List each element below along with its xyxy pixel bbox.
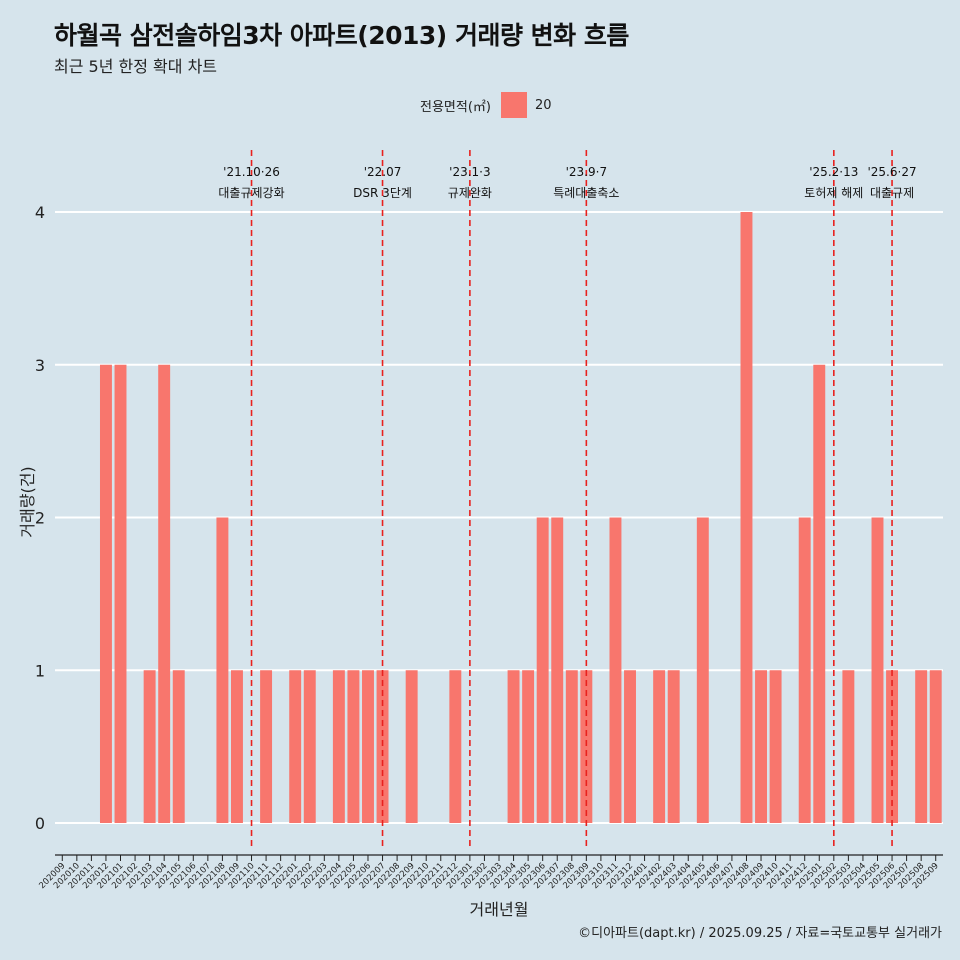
bar-202204	[332, 670, 345, 823]
bar-202105	[172, 670, 185, 823]
bar-202412	[798, 517, 811, 823]
source-caption: ©디아파트(dapt.kr) / 2025.09.25 / 자료=국토교통부 실…	[578, 926, 942, 941]
bar-202206	[362, 670, 374, 823]
event-date-label: '25.6·27	[867, 165, 916, 179]
legend-item-label: 20	[534, 97, 552, 113]
bar-202501	[813, 364, 826, 823]
bar-202108	[216, 517, 229, 823]
bar-202409	[755, 670, 768, 823]
chart-subtitle: 최근 5년 한정 확대 차트	[54, 57, 218, 76]
bar-202308	[565, 670, 578, 823]
bar-202312	[624, 670, 636, 823]
bar-202101	[114, 364, 127, 823]
y-tick-label: 3	[35, 356, 45, 375]
chart-title: 하월곡 삼전솔하임3차 아파트(2013) 거래량 변화 흐름	[54, 21, 629, 50]
bar-202505	[871, 517, 884, 823]
bar-202103	[143, 670, 156, 823]
event-date-label: '25.2·13	[809, 165, 858, 179]
event-date-label: '23.1·3	[449, 165, 490, 179]
event-date-label: '23.9·7	[566, 165, 607, 179]
y-axis-title: 거래량(건)	[18, 466, 37, 537]
bar-202212	[449, 670, 462, 823]
bar-202202	[303, 670, 316, 823]
y-tick-label: 0	[35, 814, 45, 833]
legend-title: 전용면적(㎡)	[420, 99, 491, 115]
bar-202506	[886, 670, 899, 823]
bar-202311	[609, 517, 622, 823]
event-desc-label: 대출규제강화	[218, 186, 284, 200]
bar-202109	[230, 670, 243, 823]
event-desc-label: 규제완화	[448, 186, 492, 200]
bar-202304	[507, 670, 520, 823]
y-tick-label: 2	[35, 509, 45, 528]
bar-202104	[158, 364, 171, 823]
bar-202111	[260, 670, 273, 823]
bar-202503	[842, 670, 855, 823]
bar-202205	[347, 670, 360, 823]
legend: 전용면적(㎡) 20	[420, 92, 552, 118]
event-desc-label: DSR 3단계	[353, 186, 412, 200]
event-date-label: '22.07	[364, 165, 402, 179]
bar-202201	[289, 670, 302, 823]
x-axis-title: 거래년월	[470, 900, 529, 919]
legend-swatch	[500, 92, 527, 118]
bar-202508	[915, 670, 928, 823]
bar-202405	[696, 517, 709, 823]
bar-202402	[653, 670, 666, 823]
event-desc-label: 대출규제	[870, 186, 914, 200]
bar-202403	[667, 670, 680, 823]
bar-202408	[740, 212, 753, 823]
y-tick-label: 4	[35, 203, 45, 222]
event-date-label: '21.10·26	[223, 165, 280, 179]
bar-202307	[551, 517, 564, 823]
bar-202410	[769, 670, 782, 823]
event-desc-label: 토허제 해제	[804, 186, 863, 200]
bar-202309	[580, 670, 593, 823]
bar-202305	[522, 670, 535, 823]
event-desc-label: 특례대출축소	[553, 186, 619, 200]
y-tick-label: 1	[35, 661, 45, 680]
bar-202306	[536, 517, 549, 823]
bar-202012	[99, 364, 112, 823]
bar-202509	[929, 670, 942, 823]
bar-202209	[405, 670, 418, 823]
bar-202207	[376, 670, 389, 823]
